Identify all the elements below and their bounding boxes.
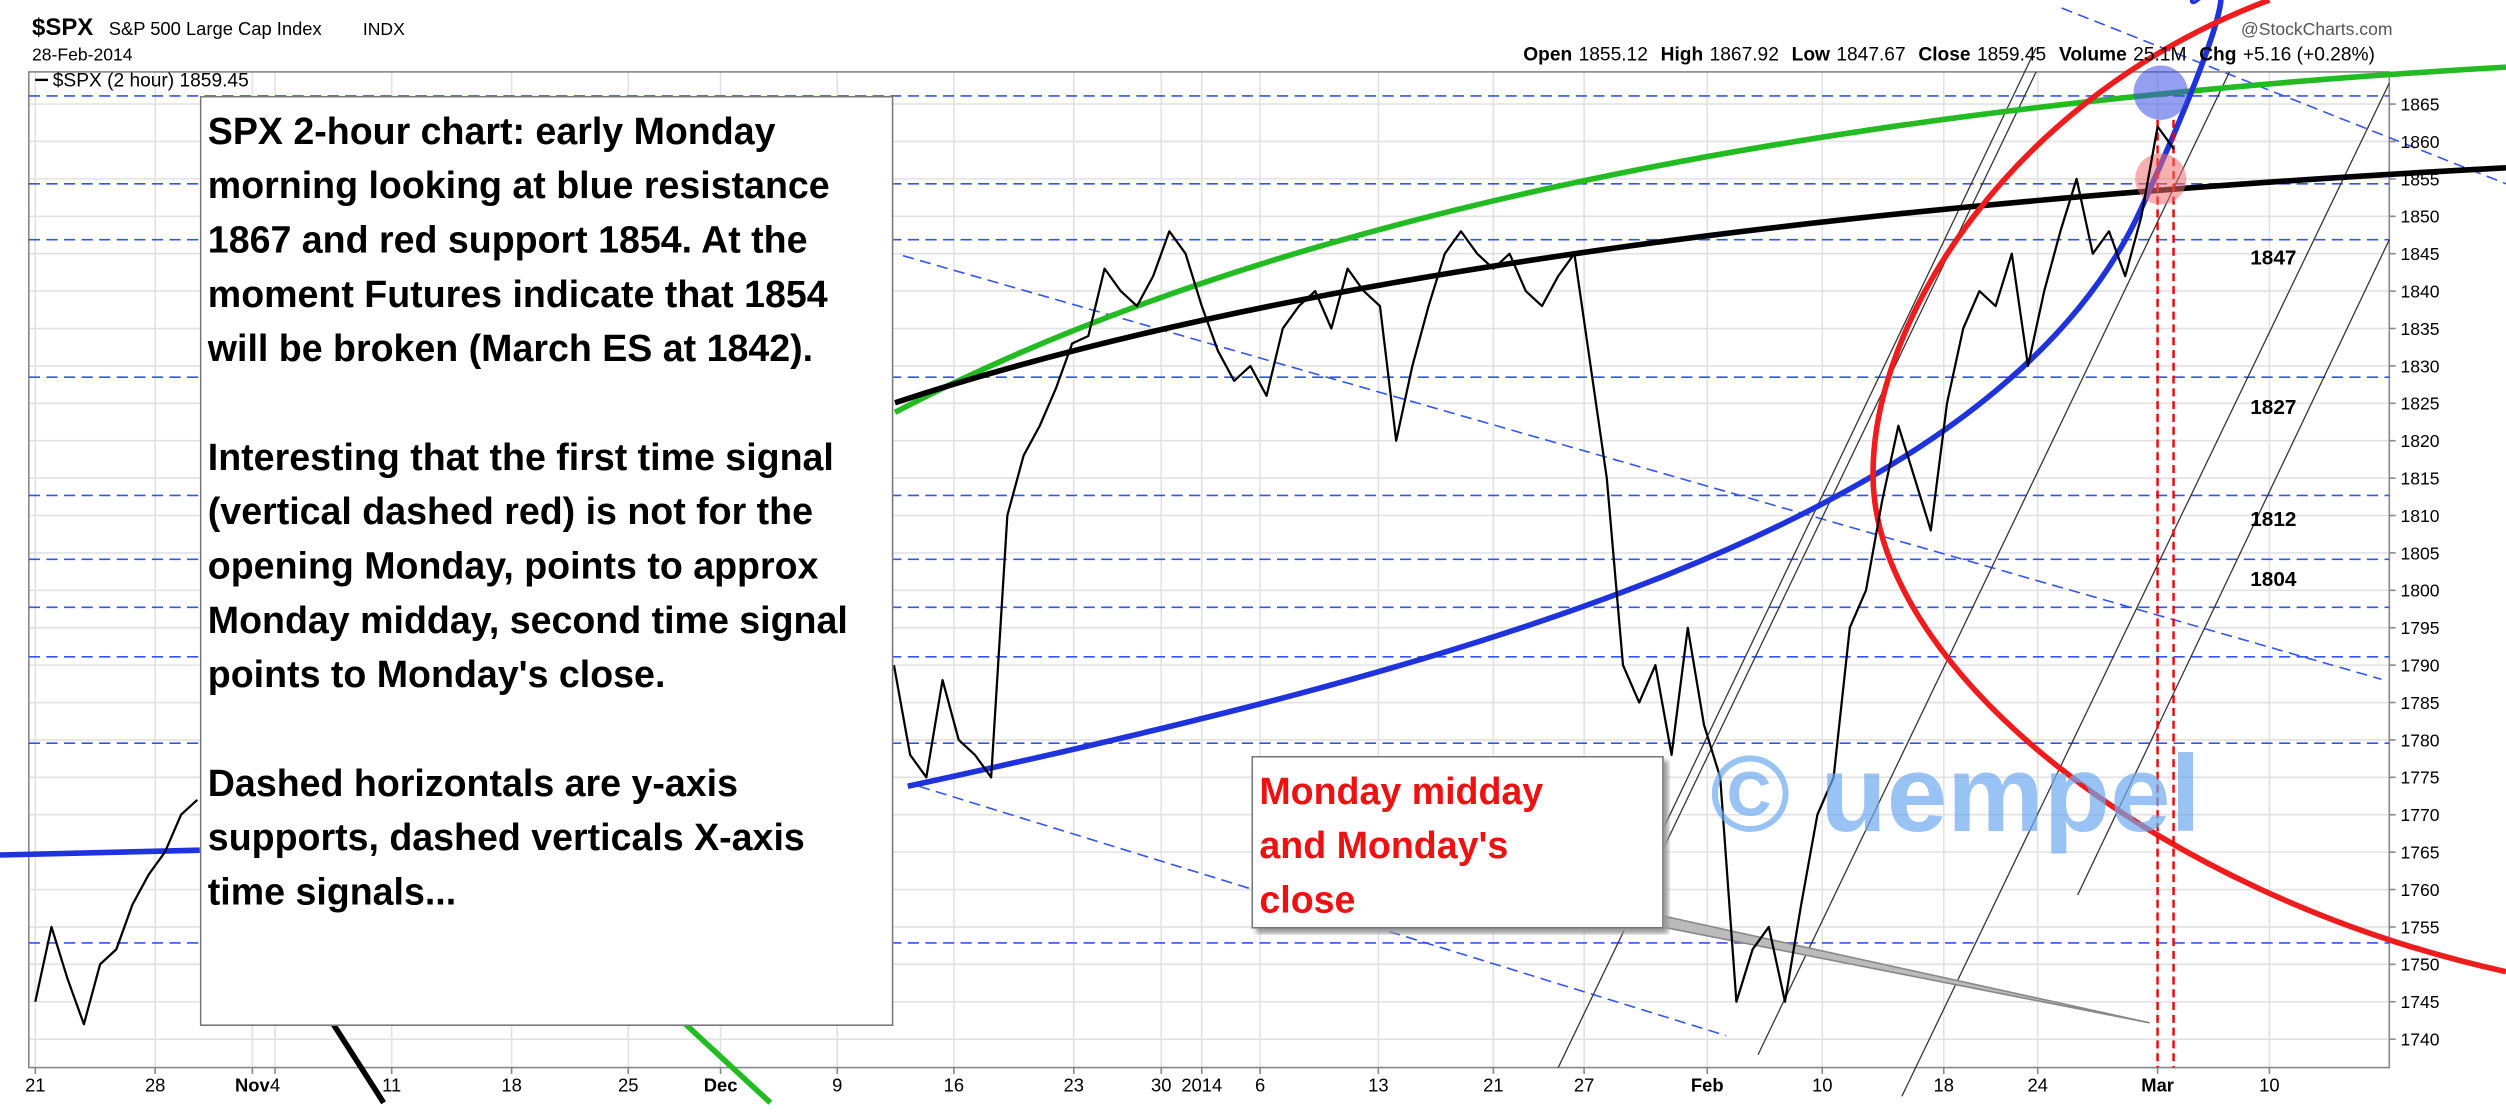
callout-text: Monday midday and Monday's close [1259, 770, 1544, 921]
y-tick-label: 1840 [2400, 281, 2439, 301]
red-curve [1870, 0, 2506, 975]
y-tick-label: 1795 [2400, 618, 2439, 638]
y-tick-label: 1775 [2400, 768, 2439, 788]
note-panel: SPX 2-hour chart: early Monday morning l… [199, 95, 894, 1027]
x-tick-label: Nov [235, 1075, 270, 1096]
y-tick-label: 1740 [2400, 1030, 2439, 1050]
y-tick-label: 1825 [2400, 394, 2439, 414]
y-tick-label: 1790 [2400, 656, 2439, 676]
y-tick-label: 1815 [2400, 469, 2439, 489]
x-tick-label: 6 [1255, 1075, 1265, 1096]
quote-value: 1855.12 [1579, 45, 1648, 66]
y-tick-label: 1745 [2400, 992, 2439, 1012]
quote-value: +5.16 (+0.28%) [2243, 45, 2375, 66]
black-curve [330, 1021, 386, 1105]
date: 28-Feb-2014 [32, 45, 133, 65]
quote-value: 25.1M [2133, 45, 2186, 66]
quote-label: Chg [2199, 45, 2236, 66]
fan-lines [1557, 47, 2390, 1097]
y-tick-label: 1845 [2400, 244, 2439, 264]
plot-frame [28, 71, 2391, 1069]
x-tick-label: Mar [2141, 1075, 2174, 1096]
quote-label: Volume [2059, 45, 2127, 66]
quote-label: Open [1523, 45, 1572, 66]
legend-entry: $SPX (2 hour) 1859.45 [53, 70, 249, 91]
x-tick-label: 27 [1574, 1075, 1594, 1096]
price [34, 125, 2175, 1026]
x-tick-label: 18 [501, 1075, 521, 1096]
y-tick-label: 1865 [2400, 94, 2439, 114]
green-curve [682, 1020, 773, 1105]
exchange: INDX [363, 19, 405, 39]
time-signals [2156, 119, 2175, 1068]
level-label: 1812 [2250, 508, 2296, 531]
x-tick-label: Dec [704, 1075, 738, 1096]
x-tick-label: 18 [1934, 1075, 1954, 1096]
note-text: Dashed horizontals are y-axis supports, … [207, 762, 805, 913]
green-curve [893, 64, 2506, 415]
x-tick-label: 25 [618, 1075, 638, 1096]
x-tick-label: 4 [270, 1075, 280, 1096]
y-tick-label: 1810 [2400, 506, 2439, 526]
x-tick-label: 16 [944, 1075, 964, 1096]
level-label: 1804 [2250, 568, 2297, 591]
watermark: © uempel [1710, 734, 2201, 855]
x-tick-label: 9 [832, 1075, 842, 1096]
x-tick-label: Feb [1691, 1075, 1724, 1096]
quote-label: Close [1918, 45, 1970, 66]
x-tick-label: 2014 [1181, 1075, 1222, 1096]
x-tick-label: 21 [1483, 1075, 1503, 1096]
y-tick-label: 1860 [2400, 132, 2439, 152]
x-tick-label: 10 [1812, 1075, 1832, 1096]
y-tick-label: 1780 [2400, 730, 2439, 750]
y-tick-label: 1800 [2400, 581, 2439, 601]
y-tick-label: 1820 [2400, 431, 2439, 451]
y-tick-label: 1835 [2400, 319, 2439, 339]
quote-value: 1867.92 [1710, 45, 1779, 66]
y-tick-label: 1755 [2400, 917, 2439, 937]
source: @StockCharts.com [2241, 19, 2393, 39]
quote-value: 1859.45 [1977, 45, 2046, 66]
y-tick-label: 1855 [2400, 169, 2439, 189]
quote: Open 1855.12 High 1867.92 Low 1847.67 Close 185… [1523, 45, 2375, 66]
callout-panel: Monday midday and Monday's close [1251, 755, 1664, 929]
note-box: SPX 2-hour chart: early Monday morning l… [199, 95, 894, 1027]
note-text: Interesting that the first time signal (… [207, 436, 848, 696]
y-tick-label: 1750 [2400, 955, 2439, 975]
level-label: 1827 [2250, 396, 2296, 419]
x-tick-label: 13 [1368, 1075, 1388, 1096]
y-tick-label: 1830 [2400, 356, 2439, 376]
y-tick-label: 1770 [2400, 805, 2439, 825]
y-tick-label: 1805 [2400, 543, 2439, 563]
x-tick-label: 23 [1064, 1075, 1084, 1096]
quote-label: High [1661, 45, 1704, 66]
x-tick-label: 11 [382, 1075, 401, 1096]
note-text: SPX 2-hour chart: early Monday morning l… [207, 110, 830, 370]
index-name: S&P 500 Large Cap Index [109, 18, 322, 39]
y-tick-label: 1785 [2400, 693, 2439, 713]
level-label: 1847 [2250, 246, 2296, 269]
callout-box: Monday midday and Monday's close [1251, 755, 1664, 929]
x-tick-label: 30 [1151, 1075, 1171, 1096]
support-marker [2135, 153, 2187, 205]
y-tick-label: 1850 [2400, 207, 2439, 227]
blue-curve [907, 0, 2224, 790]
price-line [34, 125, 2175, 1026]
y-tick-label: 1760 [2400, 880, 2439, 900]
labels: 1740 1745 1750 1755 1760 1765 1770 1775 1780 1785… [25, 94, 2440, 1095]
quote-label: Low [1792, 45, 1830, 66]
quote-value: 1847.67 [1836, 45, 1905, 66]
symbol: $SPX [32, 14, 93, 41]
x-tick-label: 10 [2259, 1075, 2279, 1096]
resistance-marker [2133, 65, 2188, 120]
x-tick-label: 21 [25, 1075, 45, 1096]
x-tick-label: 28 [145, 1075, 165, 1096]
y-tick-label: 1765 [2400, 843, 2439, 863]
x-tick-label: 24 [2028, 1075, 2048, 1096]
